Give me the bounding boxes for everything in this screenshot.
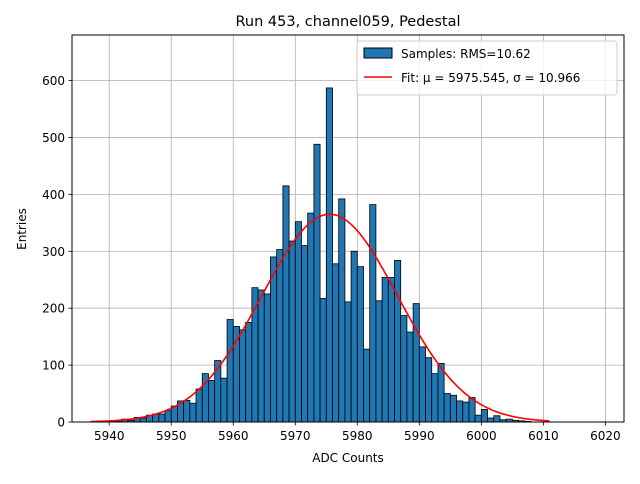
- legend-swatch-samples: [363, 47, 393, 59]
- x-tick-label: 5980: [342, 429, 373, 443]
- y-tick-label: 400: [42, 188, 65, 202]
- legend: Samples: RMS=10.62 Fit: μ = 5975.545, σ …: [356, 40, 618, 96]
- y-ticks: 0 100 200 300 400 500 600: [42, 74, 72, 430]
- histogram-bar: [356, 266, 364, 423]
- histogram-bar: [158, 413, 166, 423]
- histogram-bar: [437, 362, 445, 423]
- histogram-bar: [387, 277, 395, 423]
- histogram-bar: [394, 259, 402, 423]
- y-tick-label: 500: [42, 131, 65, 145]
- histogram-bar: [338, 198, 346, 423]
- x-tick-label: 6010: [528, 429, 559, 443]
- histogram-bar: [139, 417, 147, 423]
- histogram-bar: [301, 245, 309, 423]
- histogram-bar: [263, 293, 271, 423]
- histogram-bar: [325, 87, 333, 423]
- axes-frame: [71, 34, 625, 423]
- histogram-bar: [381, 277, 389, 423]
- histogram-bar: [282, 185, 290, 423]
- histogram-bar: [462, 401, 470, 423]
- legend-box: [356, 40, 618, 96]
- histogram-bar: [319, 298, 327, 423]
- histogram-bar: [164, 410, 172, 423]
- histogram-bar: [363, 348, 371, 423]
- histogram-bar: [418, 346, 426, 423]
- chart-title: Run 453, channel059, Pedestal: [235, 14, 460, 30]
- histogram-bar: [350, 250, 358, 423]
- histogram-bar: [425, 357, 433, 423]
- histogram-bar: [456, 400, 464, 423]
- histogram-bar: [344, 301, 352, 423]
- histogram-bar: [313, 143, 321, 423]
- histogram-bar: [245, 322, 253, 423]
- y-axis-label: Entries: [15, 208, 29, 250]
- x-tick-label: 5960: [218, 429, 249, 443]
- histogram-bar: [195, 388, 203, 423]
- x-tick-label: 5950: [156, 429, 187, 443]
- x-tick-label: 5990: [404, 429, 435, 443]
- bars-layer: [108, 87, 532, 423]
- histogram-bar: [307, 212, 315, 423]
- y-tick-label: 100: [42, 359, 65, 373]
- histogram-bar: [400, 315, 408, 423]
- legend-label-fit: Fit: μ = 5975.545, σ = 10.966: [401, 71, 580, 85]
- histogram-bar: [332, 263, 340, 423]
- y-tick-label: 600: [42, 74, 65, 88]
- histogram-bar: [189, 402, 197, 423]
- x-tick-label: 5970: [280, 429, 311, 443]
- histogram-bar: [288, 240, 296, 423]
- fit-curve: [90, 213, 550, 423]
- histogram-bar: [226, 319, 234, 423]
- histogram-bar: [474, 414, 482, 423]
- histogram-bar: [431, 373, 439, 423]
- histogram-bar: [220, 377, 228, 423]
- y-tick-label: 0: [57, 416, 65, 430]
- histogram-bar: [183, 399, 191, 423]
- histogram-bar: [270, 256, 278, 423]
- histogram-bar: [449, 394, 457, 423]
- legend-label-samples: Samples: RMS=10.62: [401, 47, 531, 61]
- histogram-bar: [480, 409, 488, 423]
- x-tick-label: 6020: [590, 429, 621, 443]
- x-tick-label: 5940: [94, 429, 125, 443]
- histogram-bar: [239, 329, 247, 423]
- histogram-bar: [443, 393, 451, 423]
- x-tick-label: 6000: [466, 429, 497, 443]
- histogram-bar: [406, 331, 414, 423]
- histogram-bar: [412, 303, 420, 423]
- x-axis-label: ADC Counts: [312, 451, 384, 465]
- histogram-bar: [208, 380, 216, 423]
- histogram-bar: [487, 417, 495, 423]
- histogram-bar: [214, 360, 222, 423]
- y-tick-label: 200: [42, 302, 65, 316]
- histogram-bar: [276, 249, 284, 423]
- histogram-bar: [294, 221, 302, 423]
- histogram-bar: [369, 204, 377, 423]
- x-ticks: 5940 5950 5960 5970 5980 5990 6000 6010 6020: [94, 422, 621, 443]
- fit-layer: [90, 213, 550, 423]
- histogram-bar: [493, 415, 501, 423]
- y-tick-label: 300: [42, 245, 65, 259]
- histogram-bar: [257, 289, 265, 423]
- histogram-bar: [375, 300, 383, 423]
